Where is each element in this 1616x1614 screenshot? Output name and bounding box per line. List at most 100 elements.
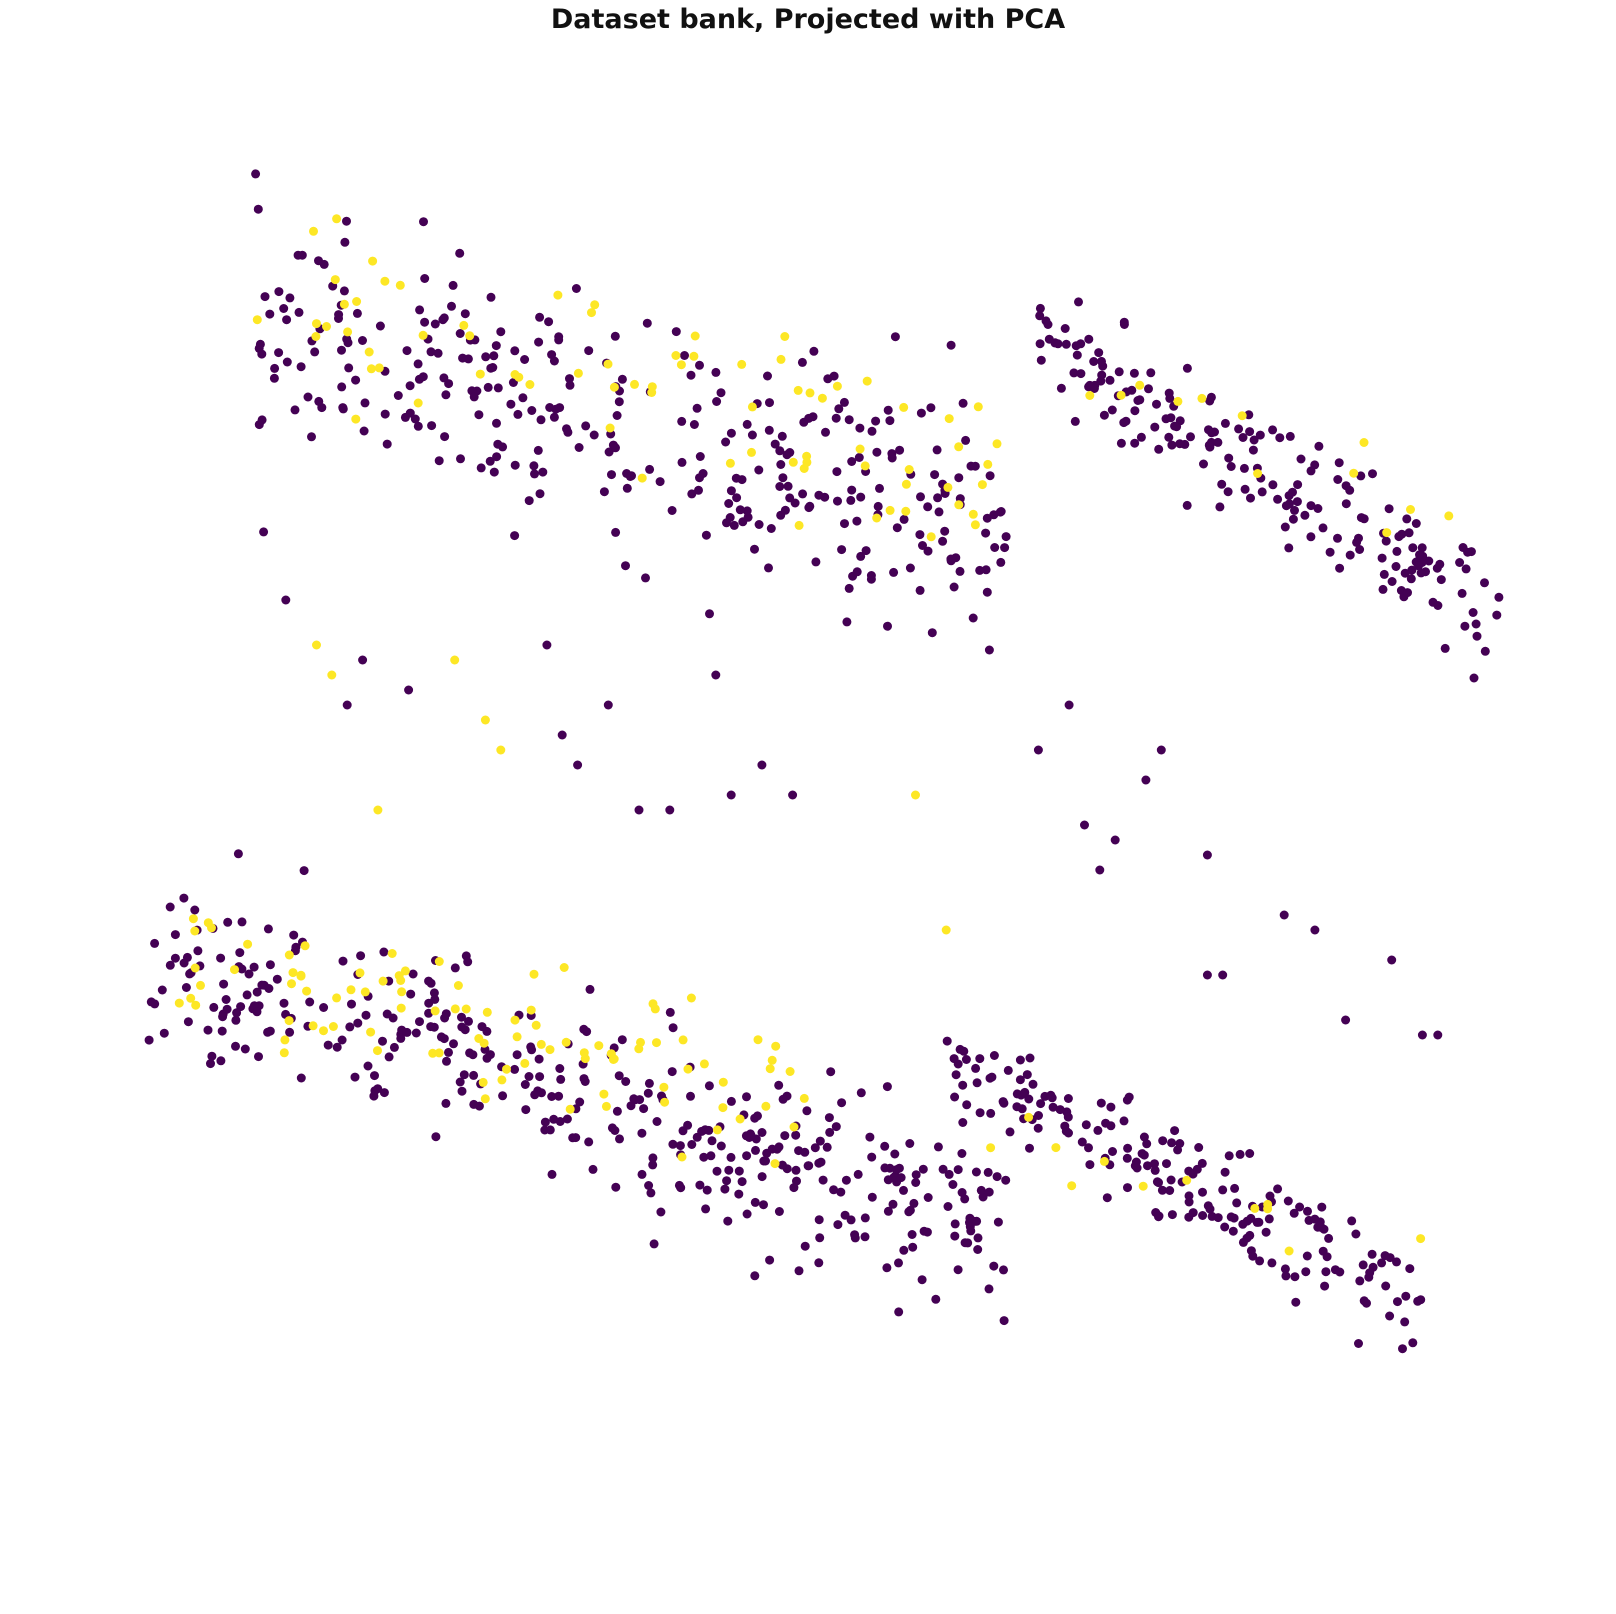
data-point-class-1: [565, 1104, 575, 1114]
data-point-class-0: [562, 1114, 572, 1124]
data-point-class-1: [968, 509, 978, 519]
data-point-class-0: [489, 467, 499, 477]
data-point-class-0: [1392, 546, 1402, 556]
data-point-class-1: [190, 926, 200, 936]
data-point-class-0: [545, 1125, 555, 1135]
data-point-class-0: [918, 541, 927, 550]
data-point-class-0: [763, 371, 772, 381]
data-point-class-0: [264, 984, 274, 993]
data-point-class-0: [1244, 410, 1254, 420]
data-point-class-0: [1415, 550, 1424, 560]
data-point-class-0: [1471, 619, 1481, 629]
data-point-class-0: [1135, 395, 1145, 405]
data-point-class-0: [634, 805, 644, 815]
data-point-class-0: [1248, 445, 1258, 455]
data-point-class-0: [950, 1219, 960, 1229]
data-point-class-0: [883, 621, 892, 631]
data-point-class-1: [1173, 396, 1183, 406]
data-point-class-1: [676, 360, 686, 370]
data-point-class-1: [430, 1006, 440, 1016]
data-point-class-0: [347, 999, 356, 1009]
data-point-class-0: [932, 445, 942, 455]
data-point-class-0: [880, 1163, 890, 1173]
data-point-class-0: [1385, 1311, 1395, 1321]
data-point-class-0: [683, 1120, 693, 1130]
data-point-class-0: [344, 363, 354, 373]
data-point-class-0: [573, 760, 583, 770]
data-point-class-1: [312, 640, 321, 650]
data-point-class-0: [1182, 363, 1192, 373]
data-point-class-0: [441, 390, 451, 400]
data-point-class-0: [726, 1152, 736, 1162]
data-point-class-0: [973, 1245, 983, 1254]
data-point-class-0: [1170, 421, 1180, 431]
data-point-class-0: [751, 1145, 760, 1155]
data-point-class-0: [1281, 1271, 1291, 1281]
data-point-class-0: [1162, 1159, 1171, 1169]
data-point-class-1: [860, 461, 870, 471]
data-point-class-0: [754, 520, 764, 529]
data-point-class-0: [565, 380, 575, 390]
data-point-class-1: [191, 1000, 201, 1010]
data-point-class-0: [1213, 437, 1223, 447]
data-point-class-0: [535, 312, 545, 322]
data-point-class-0: [724, 1165, 734, 1175]
data-point-class-0: [865, 1132, 875, 1142]
data-point-class-0: [889, 567, 899, 577]
data-point-class-0: [1268, 425, 1278, 435]
data-point-class-0: [520, 355, 530, 364]
data-point-class-0: [1001, 1175, 1011, 1185]
data-point-class-0: [922, 1227, 932, 1237]
data-point-class-0: [1204, 425, 1213, 435]
data-point-class-0: [621, 1077, 631, 1086]
data-point-class-1: [366, 364, 376, 374]
data-point-class-0: [294, 307, 304, 317]
data-point-class-0: [953, 1165, 963, 1175]
data-point-class-0: [1289, 1208, 1299, 1218]
data-point-class-0: [695, 1180, 705, 1190]
data-point-class-1: [630, 379, 639, 389]
data-point-class-0: [986, 1108, 996, 1118]
data-point-class-0: [209, 1002, 219, 1012]
data-point-class-1: [747, 447, 756, 457]
data-point-class-0: [1034, 1111, 1043, 1120]
data-point-class-0: [675, 1141, 685, 1151]
data-point-class-1: [686, 993, 696, 1003]
data-point-class-0: [611, 527, 621, 537]
data-point-class-1: [832, 381, 842, 391]
data-point-class-0: [1249, 435, 1259, 445]
data-point-class-1: [765, 1064, 775, 1074]
data-point-class-1: [174, 998, 184, 1008]
data-point-class-0: [1306, 532, 1316, 542]
data-point-class-0: [896, 1173, 906, 1183]
data-point-class-0: [706, 1151, 716, 1161]
data-point-class-0: [1257, 487, 1267, 497]
data-point-class-0: [731, 473, 741, 483]
data-point-class-0: [814, 1258, 824, 1268]
data-point-class-0: [711, 367, 721, 377]
data-point-class-0: [165, 960, 175, 970]
data-point-class-0: [814, 1215, 824, 1225]
data-point-class-0: [556, 1074, 566, 1084]
data-point-class-0: [788, 790, 798, 800]
data-point-class-0: [359, 426, 369, 436]
data-point-class-1: [308, 1021, 318, 1031]
data-point-class-0: [303, 392, 313, 402]
data-point-class-0: [1129, 368, 1139, 378]
data-point-class-0: [1392, 1257, 1401, 1267]
data-point-class-0: [649, 1239, 659, 1249]
data-point-class-0: [363, 1061, 373, 1071]
data-point-class-0: [646, 1188, 656, 1198]
data-point-class-0: [774, 1080, 784, 1090]
data-point-class-0: [520, 1080, 530, 1089]
data-point-class-0: [588, 1164, 598, 1174]
data-point-class-0: [961, 435, 971, 445]
data-point-class-0: [1205, 1204, 1215, 1214]
data-point-class-0: [1480, 578, 1489, 588]
data-point-class-0: [1012, 1102, 1022, 1112]
data-point-class-0: [637, 1128, 647, 1138]
data-point-class-0: [1085, 1160, 1095, 1170]
data-point-class-0: [299, 866, 309, 876]
data-point-class-0: [800, 1241, 810, 1251]
data-point-class-0: [1322, 1252, 1332, 1262]
